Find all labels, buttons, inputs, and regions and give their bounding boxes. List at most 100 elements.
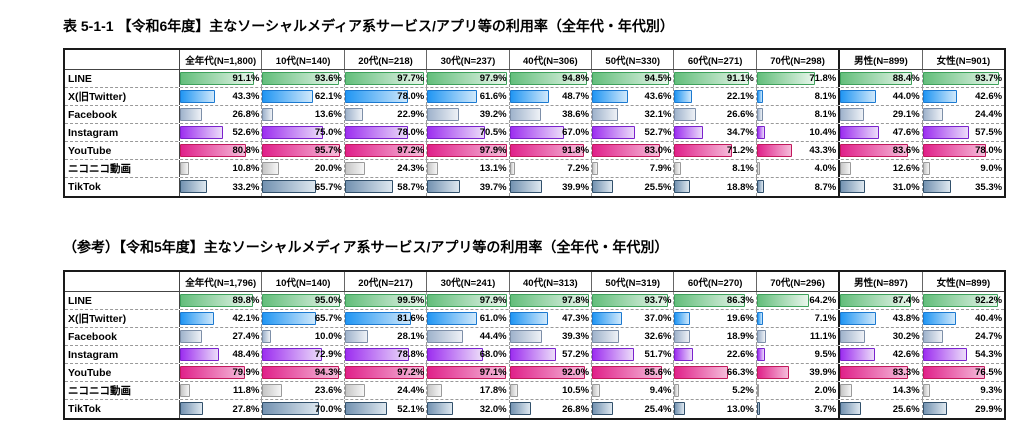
usage-value: 28.1% bbox=[397, 331, 425, 342]
usage-value: 39.9% bbox=[809, 367, 837, 378]
data-cell: 88.4% bbox=[840, 70, 923, 87]
usage-value: 25.5% bbox=[644, 181, 672, 193]
row-label: Instagram bbox=[65, 346, 180, 363]
usage-bar bbox=[427, 125, 485, 139]
column-header: 10代(N=140) bbox=[262, 50, 345, 69]
usage-bar bbox=[344, 125, 409, 139]
usage-bar bbox=[756, 365, 790, 379]
usage-bar bbox=[427, 179, 460, 193]
usage-bar bbox=[592, 179, 613, 193]
usage-bar bbox=[592, 401, 613, 415]
row-label: Instagram bbox=[65, 124, 180, 141]
usage-value: 78.0% bbox=[975, 145, 1003, 156]
usage-value: 27.8% bbox=[232, 403, 260, 415]
data-cell: 13.0% bbox=[674, 400, 757, 418]
usage-value: 9.4% bbox=[649, 385, 672, 396]
usage-value: 83.6% bbox=[892, 145, 920, 156]
usage-bar bbox=[344, 329, 368, 343]
data-cell: 23.6% bbox=[262, 382, 345, 399]
data-cell: 24.7% bbox=[922, 328, 1004, 345]
usage-value: 10.0% bbox=[314, 331, 342, 342]
usage-value: 32.0% bbox=[479, 403, 507, 415]
usage-value: 19.6% bbox=[726, 313, 754, 324]
usage-value: 7.2% bbox=[567, 163, 590, 174]
usage-table-reiwa5: 全年代(N=1,796) 10代(N=140) 20代(N=217) 30代(N=24… bbox=[63, 270, 1006, 420]
data-cell: 71.8% bbox=[756, 70, 841, 87]
usage-value: 91.8% bbox=[562, 145, 590, 156]
usage-value: 40.4% bbox=[975, 313, 1003, 324]
table-row: Facebook 26.8% 13.6% 22.9% 39.2% 38.6% 32.1% 26… bbox=[65, 106, 1004, 124]
usage-value: 92.2% bbox=[975, 295, 1003, 306]
usage-bar bbox=[344, 161, 365, 175]
data-cell: 39.3% bbox=[509, 328, 593, 345]
usage-value: 38.6% bbox=[562, 109, 590, 120]
usage-value: 97.9% bbox=[479, 73, 507, 84]
usage-bar bbox=[262, 383, 282, 397]
column-header: 60代(N=271) bbox=[674, 50, 757, 69]
usage-bar bbox=[180, 383, 190, 397]
usage-bar bbox=[592, 365, 662, 379]
usage-bar bbox=[180, 401, 203, 415]
usage-value: 67.0% bbox=[562, 127, 590, 138]
data-cell: 7.1% bbox=[756, 310, 841, 327]
data-cell: 42.1% bbox=[180, 310, 263, 327]
data-cell: 24.4% bbox=[344, 382, 428, 399]
data-cell: 44.0% bbox=[840, 88, 923, 105]
usage-value: 83.0% bbox=[644, 145, 672, 156]
usage-value: 58.7% bbox=[397, 181, 425, 193]
usage-bar bbox=[262, 71, 339, 85]
usage-value: 43.6% bbox=[644, 91, 672, 102]
usage-bar bbox=[262, 401, 320, 415]
data-cell: 57.2% bbox=[509, 346, 593, 363]
data-cell: 33.2% bbox=[180, 178, 263, 196]
data-cell: 93.6% bbox=[262, 70, 345, 87]
data-cell: 94.5% bbox=[592, 70, 675, 87]
usage-bar bbox=[180, 89, 216, 103]
data-cell: 83.0% bbox=[592, 142, 675, 159]
data-cell: 18.9% bbox=[674, 328, 757, 345]
usage-value: 11.8% bbox=[232, 385, 260, 396]
data-cell: 37.0% bbox=[592, 310, 675, 327]
usage-bar bbox=[344, 179, 393, 193]
usage-value: 7.1% bbox=[814, 313, 837, 324]
usage-value: 13.0% bbox=[726, 403, 754, 415]
data-cell: 4.0% bbox=[756, 160, 841, 177]
usage-value: 24.3% bbox=[397, 163, 425, 174]
usage-value: 80.8% bbox=[232, 145, 260, 156]
usage-value: 66.3% bbox=[726, 367, 754, 378]
usage-value: 24.7% bbox=[975, 331, 1003, 342]
usage-bar bbox=[509, 143, 585, 157]
data-cell: 32.0% bbox=[427, 400, 510, 418]
usage-value: 43.3% bbox=[809, 145, 837, 156]
column-header: 70代(N=296) bbox=[757, 272, 841, 291]
column-header: 60代(N=270) bbox=[674, 272, 757, 291]
usage-value: 78.0% bbox=[397, 91, 425, 102]
usage-value: 12.6% bbox=[892, 163, 920, 174]
usage-value: 9.0% bbox=[980, 163, 1003, 174]
data-cell: 18.8% bbox=[674, 178, 757, 196]
usage-value: 52.7% bbox=[644, 127, 672, 138]
usage-value: 70.0% bbox=[314, 403, 342, 415]
data-cell: 27.4% bbox=[180, 328, 263, 345]
column-header: 30代(N=241) bbox=[427, 272, 510, 291]
usage-bar bbox=[180, 365, 246, 379]
usage-bar bbox=[262, 161, 279, 175]
data-cell: 75.0% bbox=[262, 124, 345, 141]
usage-bar bbox=[674, 347, 693, 361]
data-cell: 11.8% bbox=[180, 382, 263, 399]
usage-value: 97.2% bbox=[397, 367, 425, 378]
usage-value: 10.4% bbox=[809, 127, 837, 138]
data-cell: 97.7% bbox=[344, 70, 428, 87]
column-header: 50代(N=330) bbox=[592, 50, 675, 69]
column-header: 30代(N=237) bbox=[427, 50, 510, 69]
usage-bar bbox=[262, 179, 316, 193]
usage-value: 65.7% bbox=[314, 181, 342, 193]
usage-value: 32.1% bbox=[644, 109, 672, 120]
data-cell: 9.0% bbox=[922, 160, 1004, 177]
data-cell: 72.9% bbox=[262, 346, 345, 363]
usage-value: 43.3% bbox=[232, 91, 260, 102]
usage-value: 87.4% bbox=[892, 295, 920, 306]
usage-value: 14.3% bbox=[892, 385, 920, 396]
usage-value: 18.8% bbox=[726, 181, 754, 193]
data-cell: 5.2% bbox=[674, 382, 757, 399]
